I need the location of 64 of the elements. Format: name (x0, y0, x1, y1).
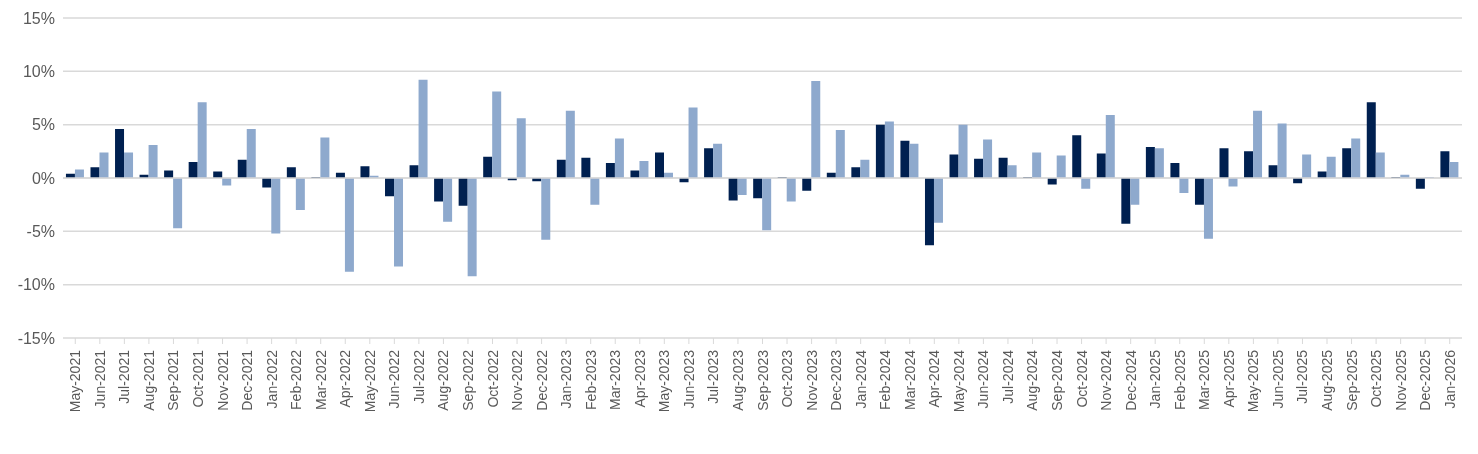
x-tick-label: Jul-2023 (705, 349, 722, 404)
x-tick-label: Sep-2021 (165, 349, 182, 411)
x-tick-label: Aug-2022 (435, 349, 452, 411)
x-tick-label: Jan-2023 (558, 349, 575, 409)
x-tick-label: Feb-2022 (288, 349, 305, 410)
x-tick-label: Apr-2023 (631, 349, 648, 408)
y-tick-label: -15% (17, 329, 55, 347)
x-tick-label: Jan-2026 (1441, 349, 1458, 409)
x-tick-label: Jan-2025 (1147, 349, 1164, 409)
x-tick-label: Nov-2022 (509, 349, 526, 411)
x-tick-label: Sep-2025 (1343, 349, 1360, 411)
x-tick-label: Mar-2024 (901, 349, 918, 410)
x-tick-label: Mar-2025 (1196, 349, 1213, 410)
x-tick-label: Jul-2022 (410, 349, 427, 404)
x-tick-label: Jul-2025 (1294, 349, 1311, 404)
x-tick-label: Sep-2022 (459, 349, 476, 411)
x-tick-label: Jan-2024 (852, 349, 869, 409)
x-tick-label: Feb-2023 (582, 349, 599, 410)
x-tick-label: Jan-2022 (263, 349, 280, 409)
x-tick-label: Jun-2022 (386, 349, 403, 409)
x-tick-label: Feb-2025 (1171, 349, 1188, 410)
x-tick-label: Sep-2024 (1049, 349, 1066, 411)
x-tick-label: Feb-2024 (877, 349, 894, 410)
y-tick-label: 0% (31, 169, 55, 187)
x-tick-label: Jun-2025 (1269, 349, 1286, 409)
y-tick-label: 5% (31, 116, 55, 134)
y-tick-label: 15% (22, 9, 55, 27)
x-tick-label: May-2021 (67, 349, 84, 413)
x-tick-label: Jun-2024 (975, 349, 992, 409)
x-tick-label: Apr-2022 (337, 349, 354, 408)
x-tick-label: Aug-2023 (729, 349, 746, 411)
y-tick-label: -10% (17, 276, 55, 294)
x-tick-label: Nov-2025 (1392, 349, 1409, 411)
x-tick-label: Mar-2023 (607, 349, 624, 410)
x-tick-label: Apr-2025 (1220, 349, 1237, 408)
x-tick-label: Jun-2023 (680, 349, 697, 409)
x-tick-label: Jul-2024 (999, 349, 1016, 404)
x-tick-label: Oct-2025 (1368, 349, 1385, 408)
x-tick-label: Aug-2025 (1319, 349, 1336, 411)
x-tick-label: Apr-2024 (926, 349, 943, 408)
x-tick-label: Aug-2024 (1024, 349, 1041, 411)
x-tick-label: Dec-2023 (828, 349, 845, 411)
x-tick-label: Nov-2024 (1098, 349, 1115, 411)
x-tick-label: Nov-2023 (803, 349, 820, 411)
x-tick-label: Oct-2024 (1073, 349, 1090, 408)
x-tick-label: Nov-2021 (214, 349, 231, 411)
x-tick-label: Oct-2021 (189, 349, 206, 408)
x-tick-label: Oct-2022 (484, 349, 501, 408)
x-tick-label: May-2023 (656, 349, 673, 413)
x-tick-label: Aug-2021 (140, 349, 157, 411)
x-tick-label: Dec-2024 (1122, 349, 1139, 411)
x-tick-label: May-2024 (950, 349, 967, 413)
y-tick-label: -5% (26, 223, 55, 241)
x-tick-label: Jul-2021 (116, 349, 133, 404)
x-tick-label: Oct-2023 (779, 349, 796, 408)
x-tick-label: Mar-2022 (312, 349, 329, 410)
x-tick-label: May-2025 (1245, 349, 1262, 413)
x-tick-label: May-2022 (361, 349, 378, 413)
x-tick-label: Dec-2025 (1417, 349, 1434, 411)
x-tick-label: Sep-2023 (754, 349, 771, 411)
y-tick-label: 10% (22, 63, 55, 81)
x-tick-label: Dec-2022 (533, 349, 550, 411)
x-tick-label: Dec-2021 (239, 349, 256, 411)
x-tick-label: Jun-2021 (91, 349, 108, 409)
